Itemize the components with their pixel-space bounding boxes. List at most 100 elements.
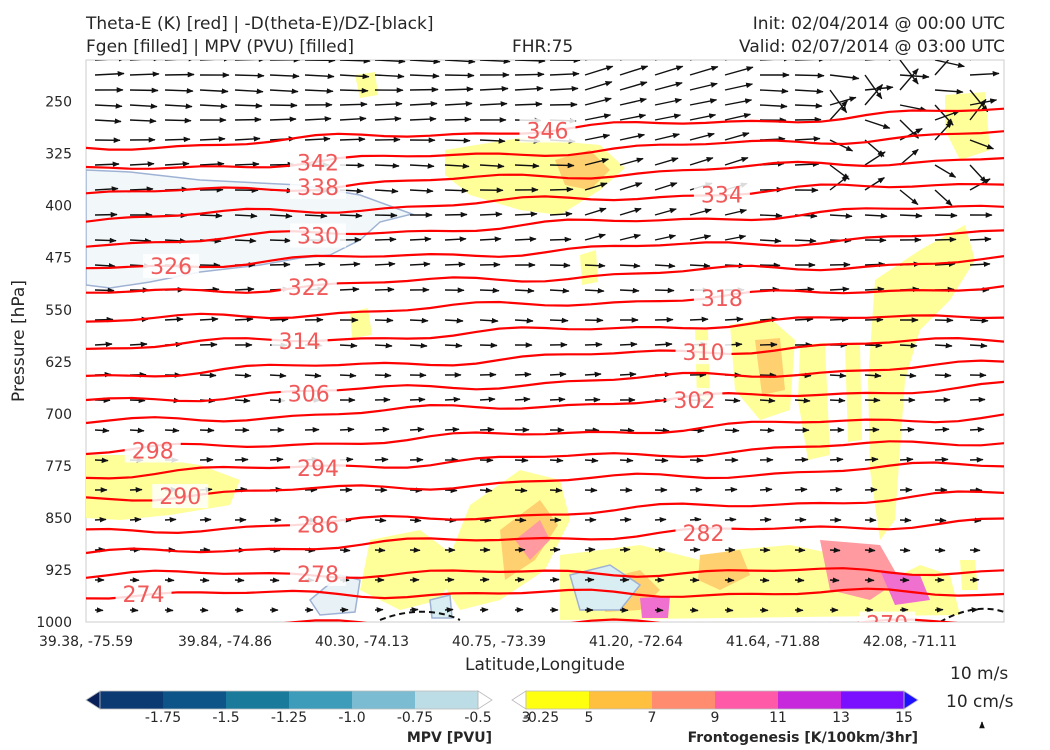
wind-vector [584,113,612,121]
wind-vector [199,103,228,109]
x-tick-label: 39.84, -74.86 [178,634,272,650]
wind-vector [339,73,370,80]
wind-vector [234,286,255,293]
wind-vector [339,342,358,349]
wind-vector [514,85,544,92]
wind-vector [549,162,575,169]
wind-vector [129,118,157,124]
x-tick-label: 40.30, -74.13 [315,634,409,650]
x-tick-label: 41.64, -71.88 [726,634,820,650]
x-tick-label: 40.75, -73.39 [452,634,546,650]
theta-e-label-298: 298 [132,440,174,465]
wind-vector [864,456,879,463]
fgen-colorbar-tick: 15 [895,710,913,726]
fgen-colorbar-tick: 7 [648,710,657,726]
wind-vector [934,88,964,95]
wind-vector [689,98,718,106]
wind-vector [759,238,782,244]
mpv-colorbar-swatch [289,691,353,709]
wind-vector [969,236,992,243]
wind-vector [619,457,634,464]
wind-vector [269,102,298,109]
wind-vector [549,287,570,294]
axis-ticks: 250 325 400 475 550 625 700 775 850 925 1000 39.38,… [36,95,957,650]
wind-vector [934,236,957,243]
wind-vector [199,88,229,94]
theta-e-label-302: 302 [673,389,715,414]
wind-vector [724,66,754,76]
x-tick-label: 41.20, -72.64 [589,634,683,650]
wind-vector [304,261,326,268]
wind-vector [129,87,159,94]
wind-vector [724,112,752,121]
theta-e-label-bg [519,118,576,143]
wind-vector [584,262,606,269]
wind-vector [934,212,958,219]
wind-vector [724,208,748,216]
reference-vector-horizontal-label: 10 m/s [950,664,1009,684]
wind-vector [654,208,677,216]
theta-e-label-bg [675,520,732,545]
wind-vector [444,607,454,613]
init-time: Init: 02/04/2014 @ 00:00 UTC [752,14,1005,34]
wind-vector [94,161,120,168]
wind-vector [514,60,546,64]
wind-vector [479,317,499,324]
wind-vector [829,456,844,463]
wind-vector [339,547,351,554]
wind-vector [479,211,503,218]
wind-vector [304,88,334,94]
wind-vector [479,487,493,494]
fgen-region [880,570,930,605]
forecast-hour: FHR:75 [512,37,574,57]
wind-vector [94,237,117,244]
wind-vector [724,316,744,323]
wind-vector [374,60,406,64]
wind-vector [479,577,490,583]
mpv-colorbar-tick: -1.5 [212,710,239,726]
wind-vector [374,372,392,379]
wind-vector [444,261,466,268]
theta-e-label-bg [675,340,732,365]
wind-vector [934,456,949,463]
wind-vector [164,161,190,167]
wind-vector [654,516,667,523]
wind-vector [444,60,476,65]
theta-e-contour-306 [86,359,1004,403]
theta-e-label-bg [289,512,346,537]
wind-vector [374,286,395,293]
wind-vector [409,188,434,194]
wind-vector [234,136,261,142]
wind-vector [339,101,368,108]
wind-vector [479,517,492,524]
wind-vector [374,188,399,194]
wind-vector [934,517,947,524]
wind-vector [129,397,146,404]
wind-vector [689,262,711,269]
mpv-colorbar-title: MPV [PVU] [407,730,492,746]
wind-vector [654,182,678,191]
wind-vector [934,110,961,121]
theta-e-label-270: 270 [866,613,908,638]
wind-vector [829,139,854,152]
wind-vector [864,213,888,219]
wind-vector [794,456,809,463]
wind-vector [864,119,891,129]
y-tick-label: 400 [45,199,72,215]
wind-vector [514,71,545,78]
mpv-colorbar-tick: -1.0 [338,710,365,726]
wind-vector [339,261,361,268]
theta-e-contour-342 [86,130,1004,170]
theta-e-contour-330 [86,204,1004,248]
theta-e-label-330: 330 [297,224,339,249]
wind-vector [584,182,608,191]
wind-vector [934,261,956,267]
theta-e-contour-290 [86,461,1004,502]
wind-vector [934,60,950,76]
wind-vector [514,101,543,108]
theta-e-label-322: 322 [288,276,330,301]
fgen-region [350,308,372,338]
wind-vector [304,116,332,122]
wind-vector [934,121,953,141]
wind-vector [199,341,218,348]
